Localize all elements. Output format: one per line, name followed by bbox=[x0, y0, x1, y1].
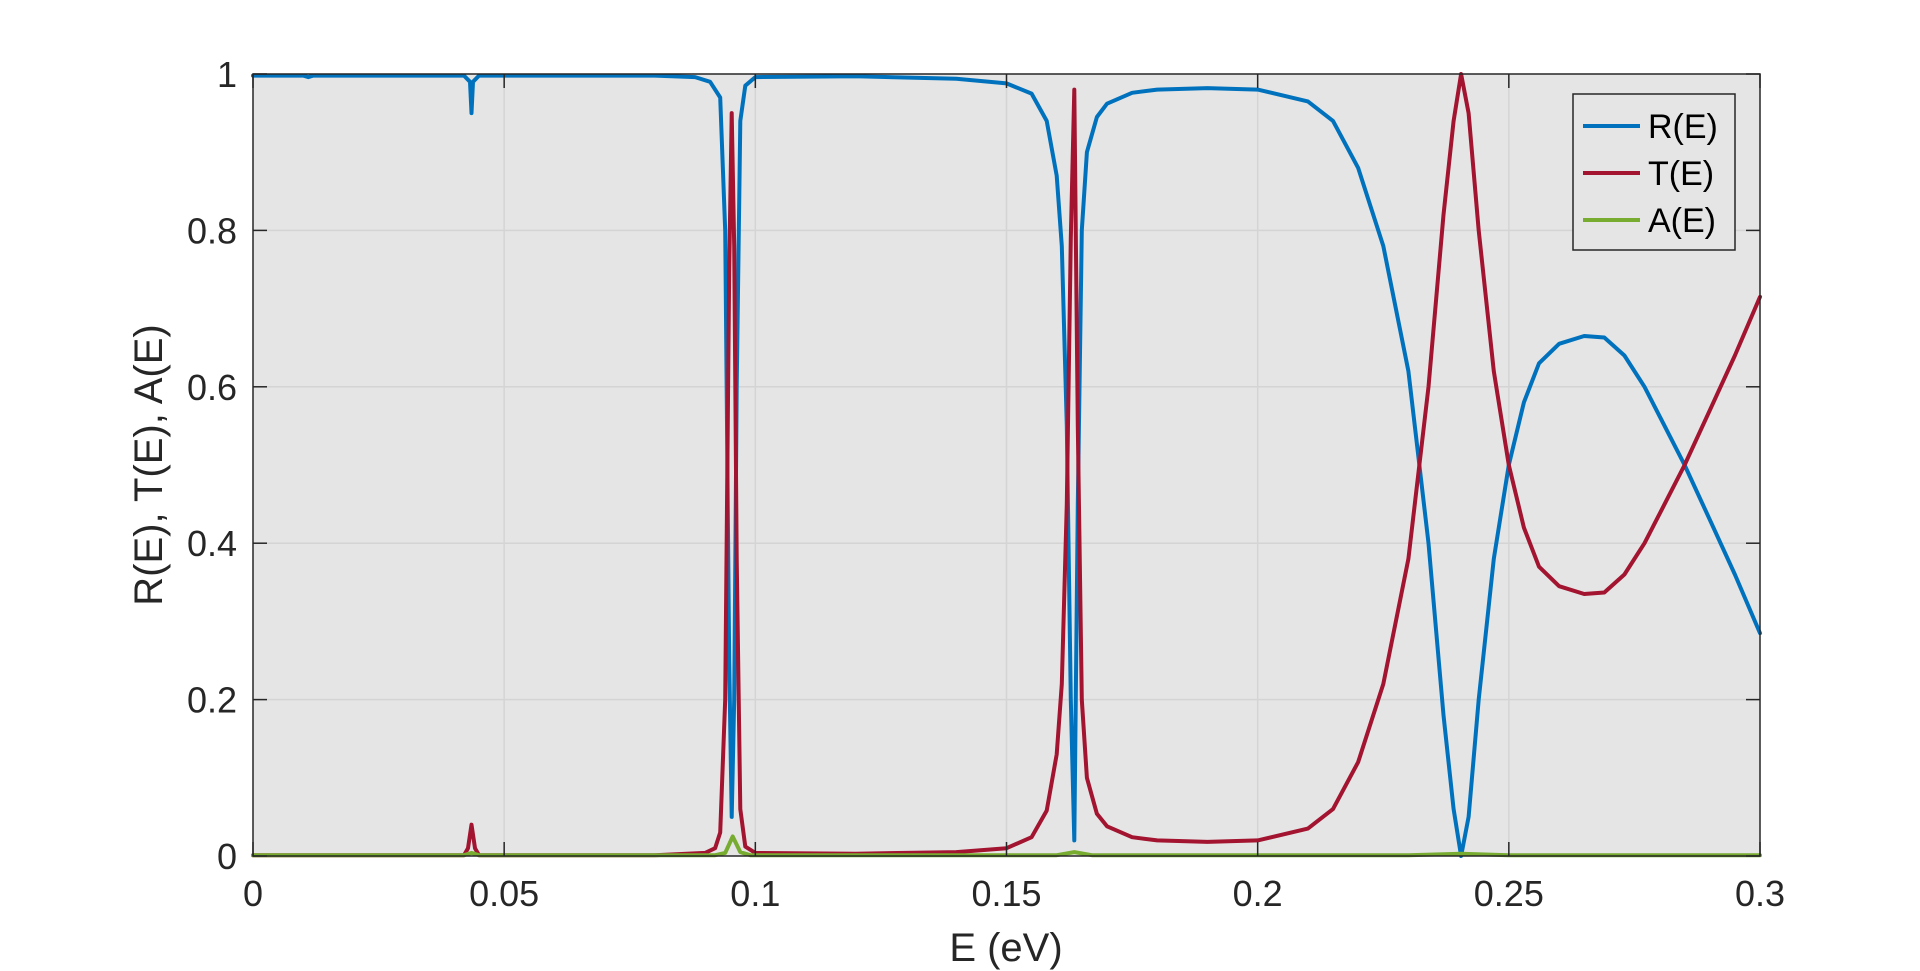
x-tick-label: 0.2 bbox=[1233, 873, 1283, 914]
y-tick-label: 0.8 bbox=[187, 210, 237, 251]
x-tick-label: 0.25 bbox=[1474, 873, 1544, 914]
series-line-re bbox=[251, 73, 1762, 858]
series-line-te bbox=[251, 72, 1762, 858]
y-axis-label: R(E), T(E), A(E) bbox=[127, 324, 171, 605]
x-tick-label: 0.1 bbox=[730, 873, 780, 914]
x-tick-label: 0.15 bbox=[971, 873, 1041, 914]
y-tick-label: 0 bbox=[217, 836, 237, 877]
legend-label-te: T(E) bbox=[1648, 155, 1714, 193]
x-tick-label: 0.3 bbox=[1735, 873, 1785, 914]
axis-ticks bbox=[252, 73, 1761, 857]
x-tick-label: 0 bbox=[243, 873, 263, 914]
legend: R(E) T(E) A(E) bbox=[1572, 93, 1736, 251]
y-tick-label: 1 bbox=[217, 54, 237, 95]
y-tick-label: 0.6 bbox=[187, 367, 237, 408]
series-line-ae bbox=[251, 834, 1762, 858]
x-tick-label: 0.05 bbox=[469, 873, 539, 914]
x-tick-labels: 0 0.05 0.1 0.15 0.2 0.25 0.3 bbox=[243, 873, 1785, 914]
legend-label-ae: A(E) bbox=[1648, 202, 1716, 240]
y-tick-label: 0.2 bbox=[187, 680, 237, 721]
x-axis-label: E (eV) bbox=[949, 926, 1062, 970]
y-tick-label: 0.4 bbox=[187, 523, 237, 564]
legend-label-re: R(E) bbox=[1648, 108, 1718, 146]
legend-items: R(E) T(E) A(E) bbox=[1583, 108, 1718, 240]
series-lines bbox=[251, 72, 1762, 858]
grid-lines bbox=[253, 74, 1760, 856]
y-tick-labels: 0 0.2 0.4 0.6 0.8 1 bbox=[187, 54, 237, 877]
